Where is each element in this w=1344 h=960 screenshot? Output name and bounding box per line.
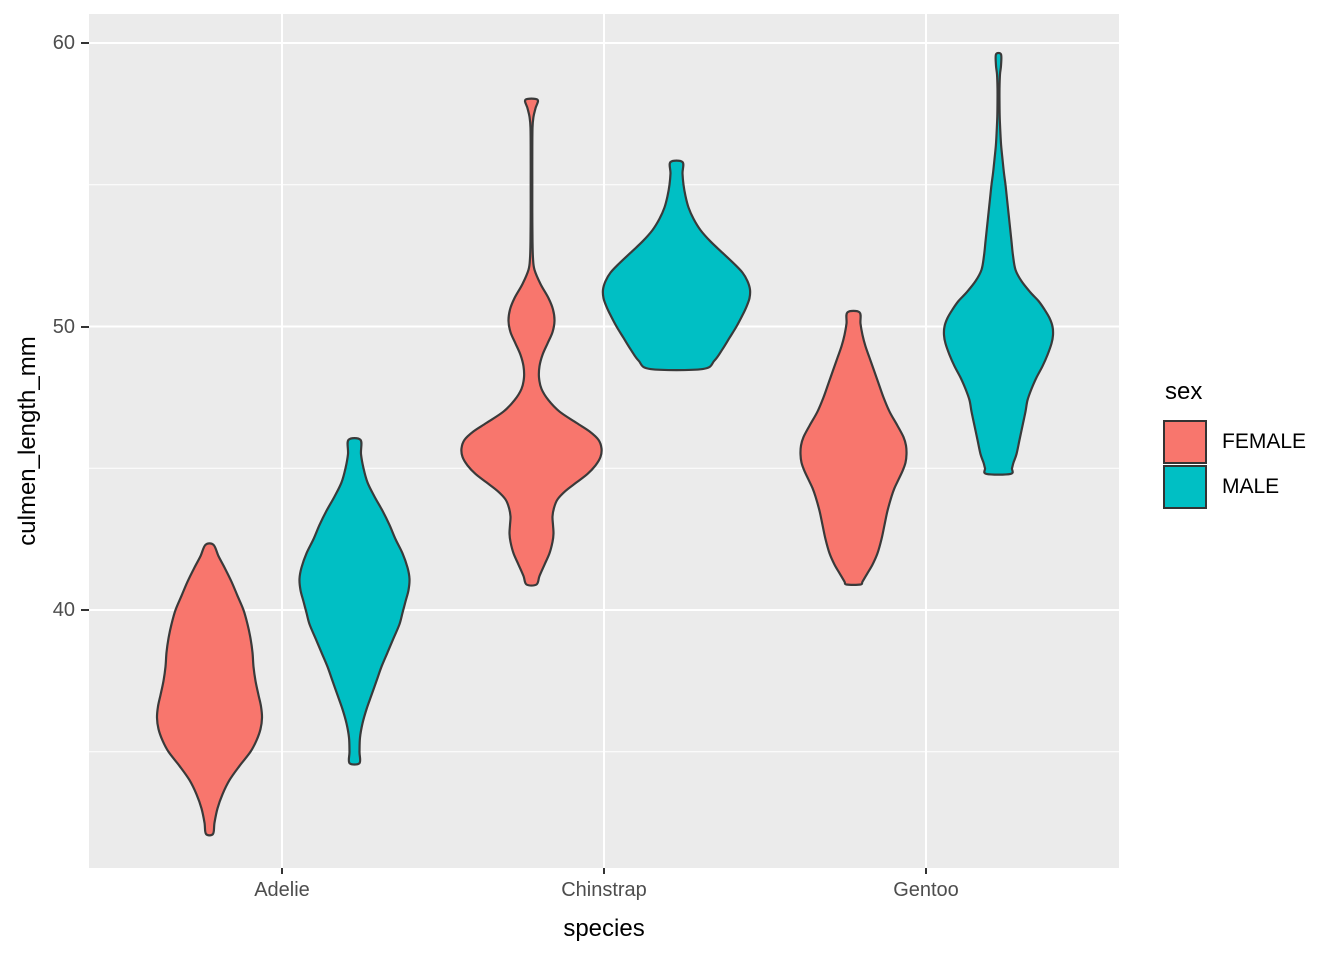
x-tick-mark xyxy=(925,868,927,874)
violin-adelie-male xyxy=(298,437,411,766)
legend-item-female: FEMALE xyxy=(1163,420,1338,464)
y-tick-label: 40 xyxy=(52,599,75,621)
x-tick-label-gentoo: Gentoo xyxy=(893,879,959,901)
y-axis-title: culmen_length_mm xyxy=(14,336,41,546)
x-tick-mark xyxy=(603,868,605,874)
legend-swatch-female xyxy=(1163,420,1207,464)
legend: sex FEMALE MALE xyxy=(1163,378,1338,510)
y-tick-mark xyxy=(81,42,89,44)
legend-items: FEMALE MALE xyxy=(1163,420,1338,509)
violin-chinstrap-male xyxy=(601,159,752,372)
legend-title: sex xyxy=(1165,378,1203,405)
violin-chinstrap-female xyxy=(460,97,603,587)
y-tick-mark xyxy=(81,325,89,328)
y-tick-label: 60 xyxy=(52,32,75,54)
violin-gentoo-male xyxy=(942,51,1055,476)
violin-chart xyxy=(89,14,1119,868)
violin-adelie-female xyxy=(155,542,264,837)
legend-swatch-male xyxy=(1163,465,1207,509)
y-tick-mark xyxy=(81,609,89,611)
x-axis-title: species xyxy=(563,915,645,942)
y-tick-label: 50 xyxy=(52,315,75,338)
plot-panel xyxy=(89,14,1119,868)
x-tick-label-adelie: Adelie xyxy=(254,879,310,901)
x-tick-mark xyxy=(281,868,283,874)
x-tick-label-chinstrap: Chinstrap xyxy=(561,879,647,901)
violin-gentoo-female xyxy=(799,309,908,586)
legend-item-male: MALE xyxy=(1163,465,1338,509)
legend-label: MALE xyxy=(1222,475,1280,498)
legend-label: FEMALE xyxy=(1222,430,1307,453)
